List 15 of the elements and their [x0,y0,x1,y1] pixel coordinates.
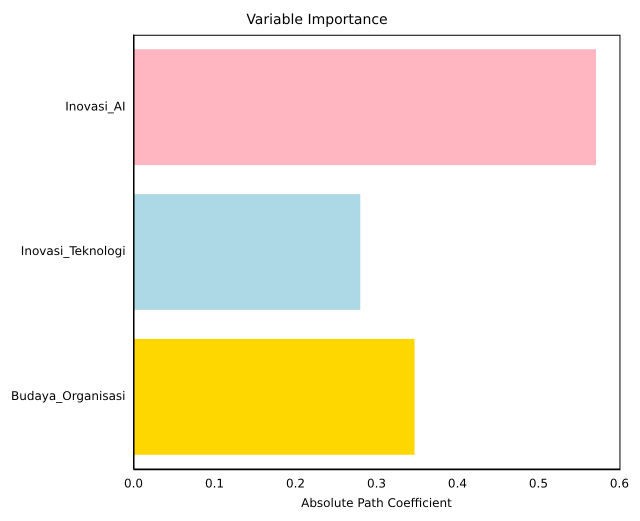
x-axis-title: Absolute Path Coefficient [301,496,452,510]
bar [134,49,596,166]
bar [134,338,415,455]
x-tick-label: 0.2 [286,476,306,491]
x-tick-label: 0.3 [366,476,386,491]
x-tick-label: 0.4 [448,476,468,491]
x-tick-label: 0.1 [204,476,224,491]
x-tick-label: 0.6 [610,476,630,491]
chart-title: Variable Importance [246,12,388,28]
y-tick-label: Inovasi_AI [65,99,126,114]
y-tick-label: Inovasi_Teknologi [20,244,126,258]
x-tick-label: 0.5 [528,476,548,491]
y-tick-label: Budaya_Organisasi [10,388,126,403]
bar [134,194,360,310]
x-tick-label: 0.0 [124,476,144,491]
